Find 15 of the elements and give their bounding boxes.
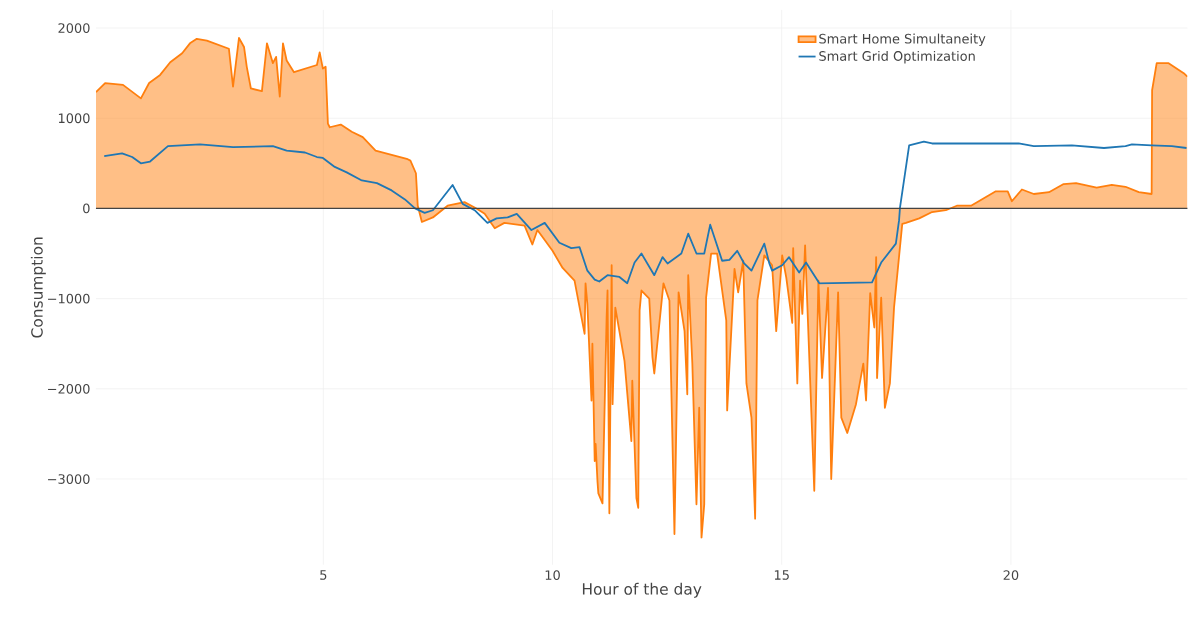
x-tick-label: 5 xyxy=(320,570,327,580)
x-tick-label: 15 xyxy=(774,570,789,580)
y-tick-label: 2000 xyxy=(58,23,90,34)
legend-label: Smart Grid Optimization xyxy=(819,51,975,64)
y-axis-title: Consumption xyxy=(30,237,46,338)
x-tick-label: 10 xyxy=(545,570,560,581)
line-series xyxy=(103,140,1188,285)
x-tick-label: 20 xyxy=(1003,570,1019,581)
y-tick-label: 0 xyxy=(83,203,90,214)
y-tick-label: −1000 xyxy=(48,293,90,304)
legend-label: Smart Home Simultaneity xyxy=(819,33,986,47)
y-tick-label: −3000 xyxy=(48,474,90,485)
y-tick-label: −2000 xyxy=(48,384,90,394)
y-tick-label: 1000 xyxy=(58,113,90,124)
x-axis-title: Hour of the day xyxy=(582,583,702,598)
